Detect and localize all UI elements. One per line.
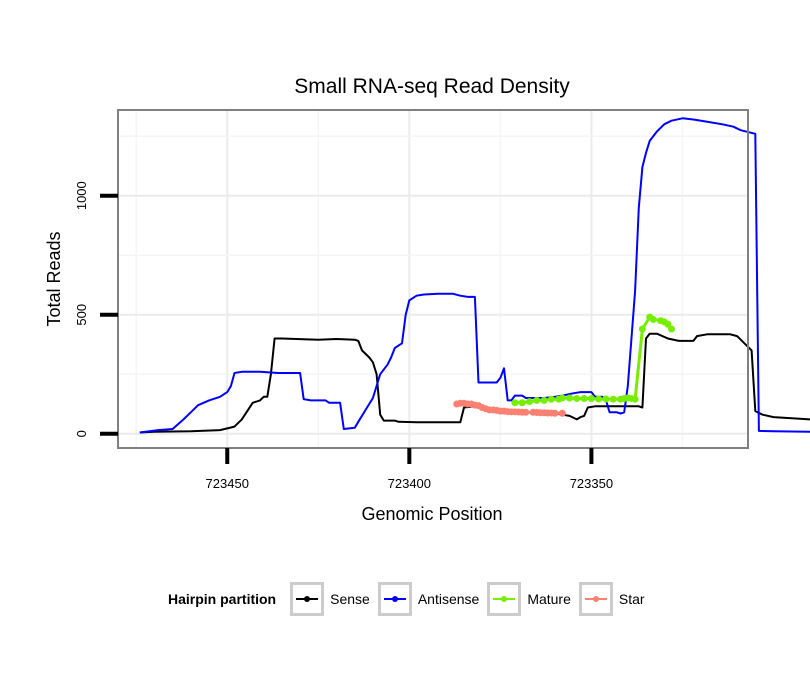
y-tick-label: 0 xyxy=(74,430,89,437)
legend-key-antisense xyxy=(377,582,412,616)
data-point-mature xyxy=(602,395,610,403)
legend-key-mature xyxy=(487,582,522,616)
data-point-mature xyxy=(511,399,519,407)
data-point-mature xyxy=(533,396,541,404)
plot-panel-border xyxy=(117,109,749,449)
series-line-sense xyxy=(139,332,810,434)
grid xyxy=(118,110,748,448)
chart-title: Small RNA-seq Read Density xyxy=(294,75,570,98)
y-axis-label: Total Reads xyxy=(44,231,64,326)
data-point-mature xyxy=(668,325,676,333)
y-tick-label: 1000 xyxy=(74,181,89,210)
data-point-mature xyxy=(649,315,657,323)
legend-label-star: Star xyxy=(618,591,645,607)
legend-item-antisense: Antisense xyxy=(377,582,480,616)
data-point-mature xyxy=(566,394,574,402)
legend-title: Hairpin partition xyxy=(168,591,277,607)
data-point-mature xyxy=(580,394,588,402)
data-point-mature xyxy=(609,395,617,403)
x-tick-label: 723400 xyxy=(388,476,431,491)
x-axis-label: Genomic Position xyxy=(361,504,502,524)
data-point-mature xyxy=(631,395,639,403)
data-point-mature xyxy=(518,399,526,407)
data-point-mature xyxy=(547,395,555,403)
legend-label-antisense: Antisense xyxy=(417,591,480,607)
data-point-mature xyxy=(540,396,548,404)
data-point-mature xyxy=(587,394,595,402)
data-point-star xyxy=(551,409,559,417)
legend-key-sense xyxy=(290,582,325,616)
legend-item-star: Star xyxy=(578,582,645,616)
y-axis: 0 500 1000 xyxy=(74,181,118,437)
y-tick-label: 500 xyxy=(74,304,89,326)
data-point-mature xyxy=(664,320,672,328)
data-point-mature xyxy=(573,394,581,402)
series-line-mature xyxy=(514,315,673,405)
data-point-mature xyxy=(526,398,534,406)
data-point-star xyxy=(522,408,530,416)
series-line-antisense xyxy=(139,117,810,434)
data-point-mature xyxy=(595,395,603,403)
legend-label-sense: Sense xyxy=(330,591,370,607)
x-tick-label: 723350 xyxy=(570,476,613,491)
data-point-star xyxy=(558,409,566,417)
data-point-mature xyxy=(638,325,646,333)
legend-label-mature: Mature xyxy=(527,591,571,607)
legend-key-star xyxy=(578,582,613,616)
series-layer xyxy=(139,117,810,434)
x-axis: 723450 723400 723350 xyxy=(206,448,613,491)
legend-item-mature: Mature xyxy=(487,582,571,616)
legend: Hairpin partition Sense Antisense Mature… xyxy=(168,578,653,620)
data-point-mature xyxy=(558,394,566,402)
legend-item-sense: Sense xyxy=(290,582,370,616)
x-tick-label: 723450 xyxy=(206,476,249,491)
